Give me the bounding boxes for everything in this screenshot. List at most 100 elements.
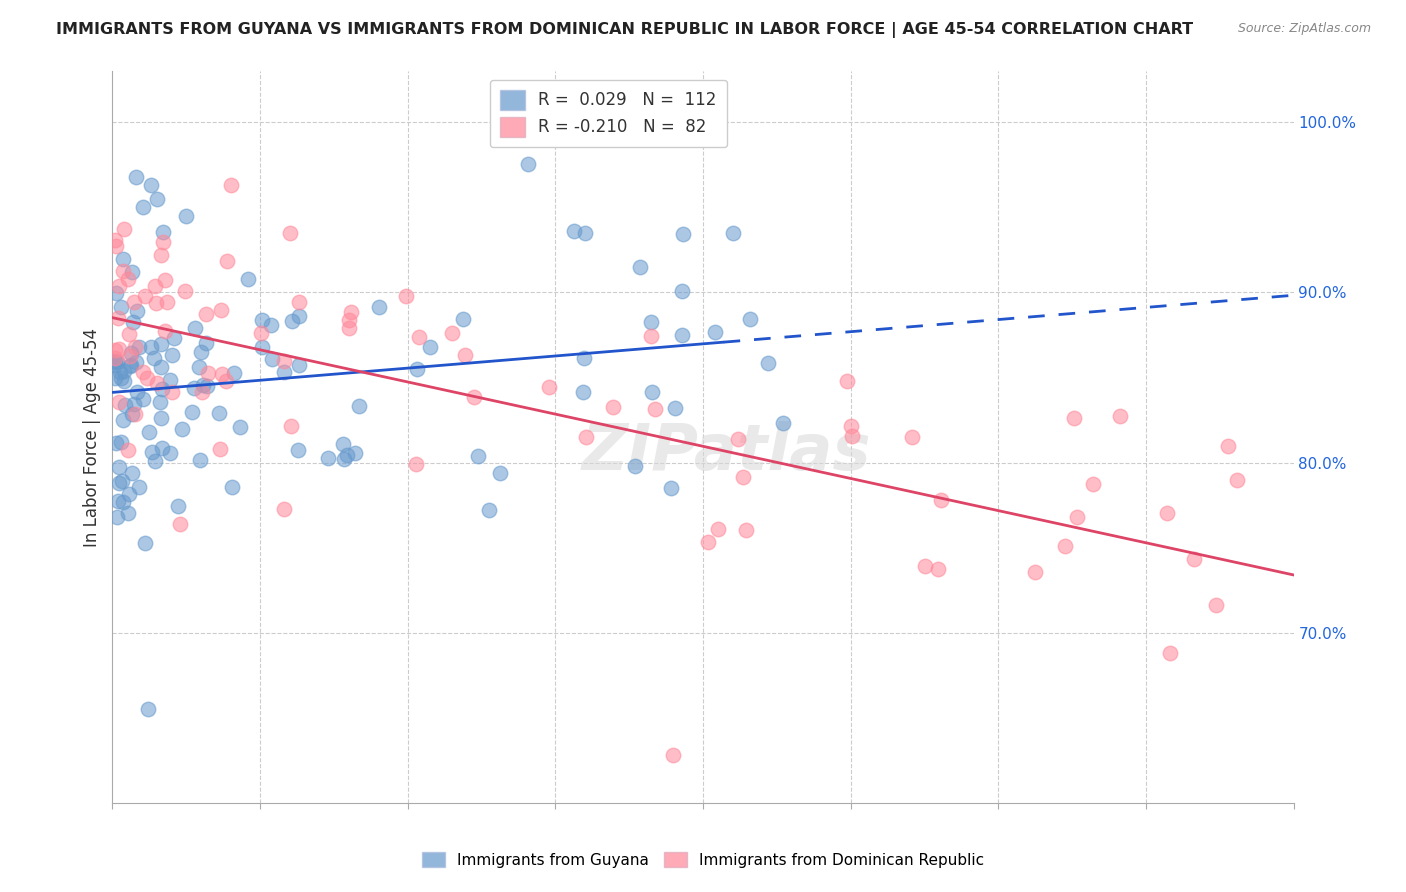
Point: [1226, 473, 1249, 487]
Point: [188, 453, 211, 467]
Text: IMMIGRANTS FROM GUYANA VS IMMIGRANTS FROM DOMINICAN REPUBLIC IN LABOR FORCE | AG: IMMIGRANTS FROM GUYANA VS IMMIGRANTS FRO…: [56, 22, 1194, 38]
Point: [288, 295, 311, 310]
Point: [572, 384, 595, 399]
Point: [112, 374, 135, 388]
Point: [215, 374, 238, 388]
Point: [150, 337, 173, 351]
Point: [707, 522, 730, 536]
Point: [1053, 539, 1076, 553]
Point: [659, 481, 682, 495]
Point: [672, 227, 695, 241]
Point: [662, 748, 685, 763]
Point: [118, 359, 141, 373]
Point: [929, 492, 952, 507]
Point: [1066, 509, 1088, 524]
Point: [143, 454, 166, 468]
Point: [112, 413, 135, 427]
Point: [671, 285, 693, 299]
Point: [124, 407, 146, 421]
Point: [451, 311, 474, 326]
Point: [118, 487, 141, 501]
Point: [478, 502, 501, 516]
Text: Source: ZipAtlas.com: Source: ZipAtlas.com: [1237, 22, 1371, 36]
Point: [901, 430, 924, 444]
Point: [110, 300, 132, 314]
Point: [562, 224, 585, 238]
Point: [835, 374, 858, 388]
Point: [150, 441, 173, 455]
Point: [117, 272, 139, 286]
Point: [145, 376, 167, 390]
Point: [108, 476, 131, 491]
Point: [250, 312, 273, 326]
Point: [453, 348, 475, 362]
Point: [731, 470, 754, 484]
Point: [195, 336, 218, 351]
Point: [394, 289, 416, 303]
Point: [640, 315, 662, 329]
Point: [1205, 598, 1227, 612]
Point: [128, 340, 150, 354]
Point: [488, 467, 510, 481]
Point: [180, 405, 202, 419]
Point: [105, 355, 128, 369]
Point: [104, 355, 127, 369]
Point: [143, 279, 166, 293]
Point: [721, 226, 744, 240]
Point: [193, 378, 215, 392]
Point: [136, 371, 159, 385]
Point: [841, 429, 863, 443]
Point: [153, 273, 176, 287]
Point: [704, 326, 727, 340]
Point: [914, 558, 936, 573]
Point: [125, 169, 148, 184]
Point: [671, 328, 693, 343]
Point: [644, 401, 666, 416]
Point: [222, 367, 245, 381]
Point: [347, 399, 370, 413]
Point: [229, 420, 252, 434]
Point: [108, 395, 131, 409]
Point: [208, 406, 231, 420]
Point: [1182, 551, 1205, 566]
Point: [183, 381, 205, 395]
Point: [111, 264, 134, 278]
Point: [107, 310, 129, 325]
Point: [839, 418, 862, 433]
Point: [262, 352, 284, 367]
Point: [628, 260, 651, 275]
Point: [602, 400, 624, 414]
Point: [441, 326, 464, 340]
Point: [332, 437, 354, 451]
Point: [537, 380, 560, 394]
Y-axis label: In Labor Force | Age 45-54: In Labor Force | Age 45-54: [83, 327, 101, 547]
Point: [105, 285, 128, 300]
Point: [259, 318, 281, 332]
Point: [104, 358, 127, 372]
Point: [149, 394, 172, 409]
Point: [141, 444, 163, 458]
Point: [121, 264, 143, 278]
Point: [406, 361, 429, 376]
Point: [143, 351, 166, 365]
Point: [221, 479, 243, 493]
Point: [318, 451, 340, 466]
Point: [136, 702, 159, 716]
Point: [163, 331, 186, 345]
Point: [122, 315, 145, 329]
Point: [112, 252, 135, 267]
Point: [150, 382, 173, 396]
Point: [287, 358, 309, 372]
Point: [107, 493, 129, 508]
Point: [104, 351, 127, 365]
Point: [117, 442, 139, 457]
Point: [104, 234, 127, 248]
Legend: R =  0.029   N =  112, R = -0.210   N =  82: R = 0.029 N = 112, R = -0.210 N = 82: [491, 79, 727, 147]
Point: [132, 365, 155, 379]
Legend: Immigrants from Guyana, Immigrants from Dominican Republic: Immigrants from Guyana, Immigrants from …: [415, 844, 991, 875]
Point: [108, 459, 131, 474]
Point: [104, 354, 127, 368]
Point: [190, 385, 212, 400]
Point: [575, 430, 598, 444]
Point: [134, 289, 156, 303]
